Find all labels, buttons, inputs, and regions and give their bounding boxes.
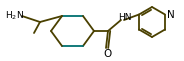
- Text: H$_2$N: H$_2$N: [5, 10, 24, 22]
- Text: O: O: [103, 49, 111, 59]
- Text: N: N: [167, 10, 175, 20]
- Text: HN: HN: [118, 13, 132, 23]
